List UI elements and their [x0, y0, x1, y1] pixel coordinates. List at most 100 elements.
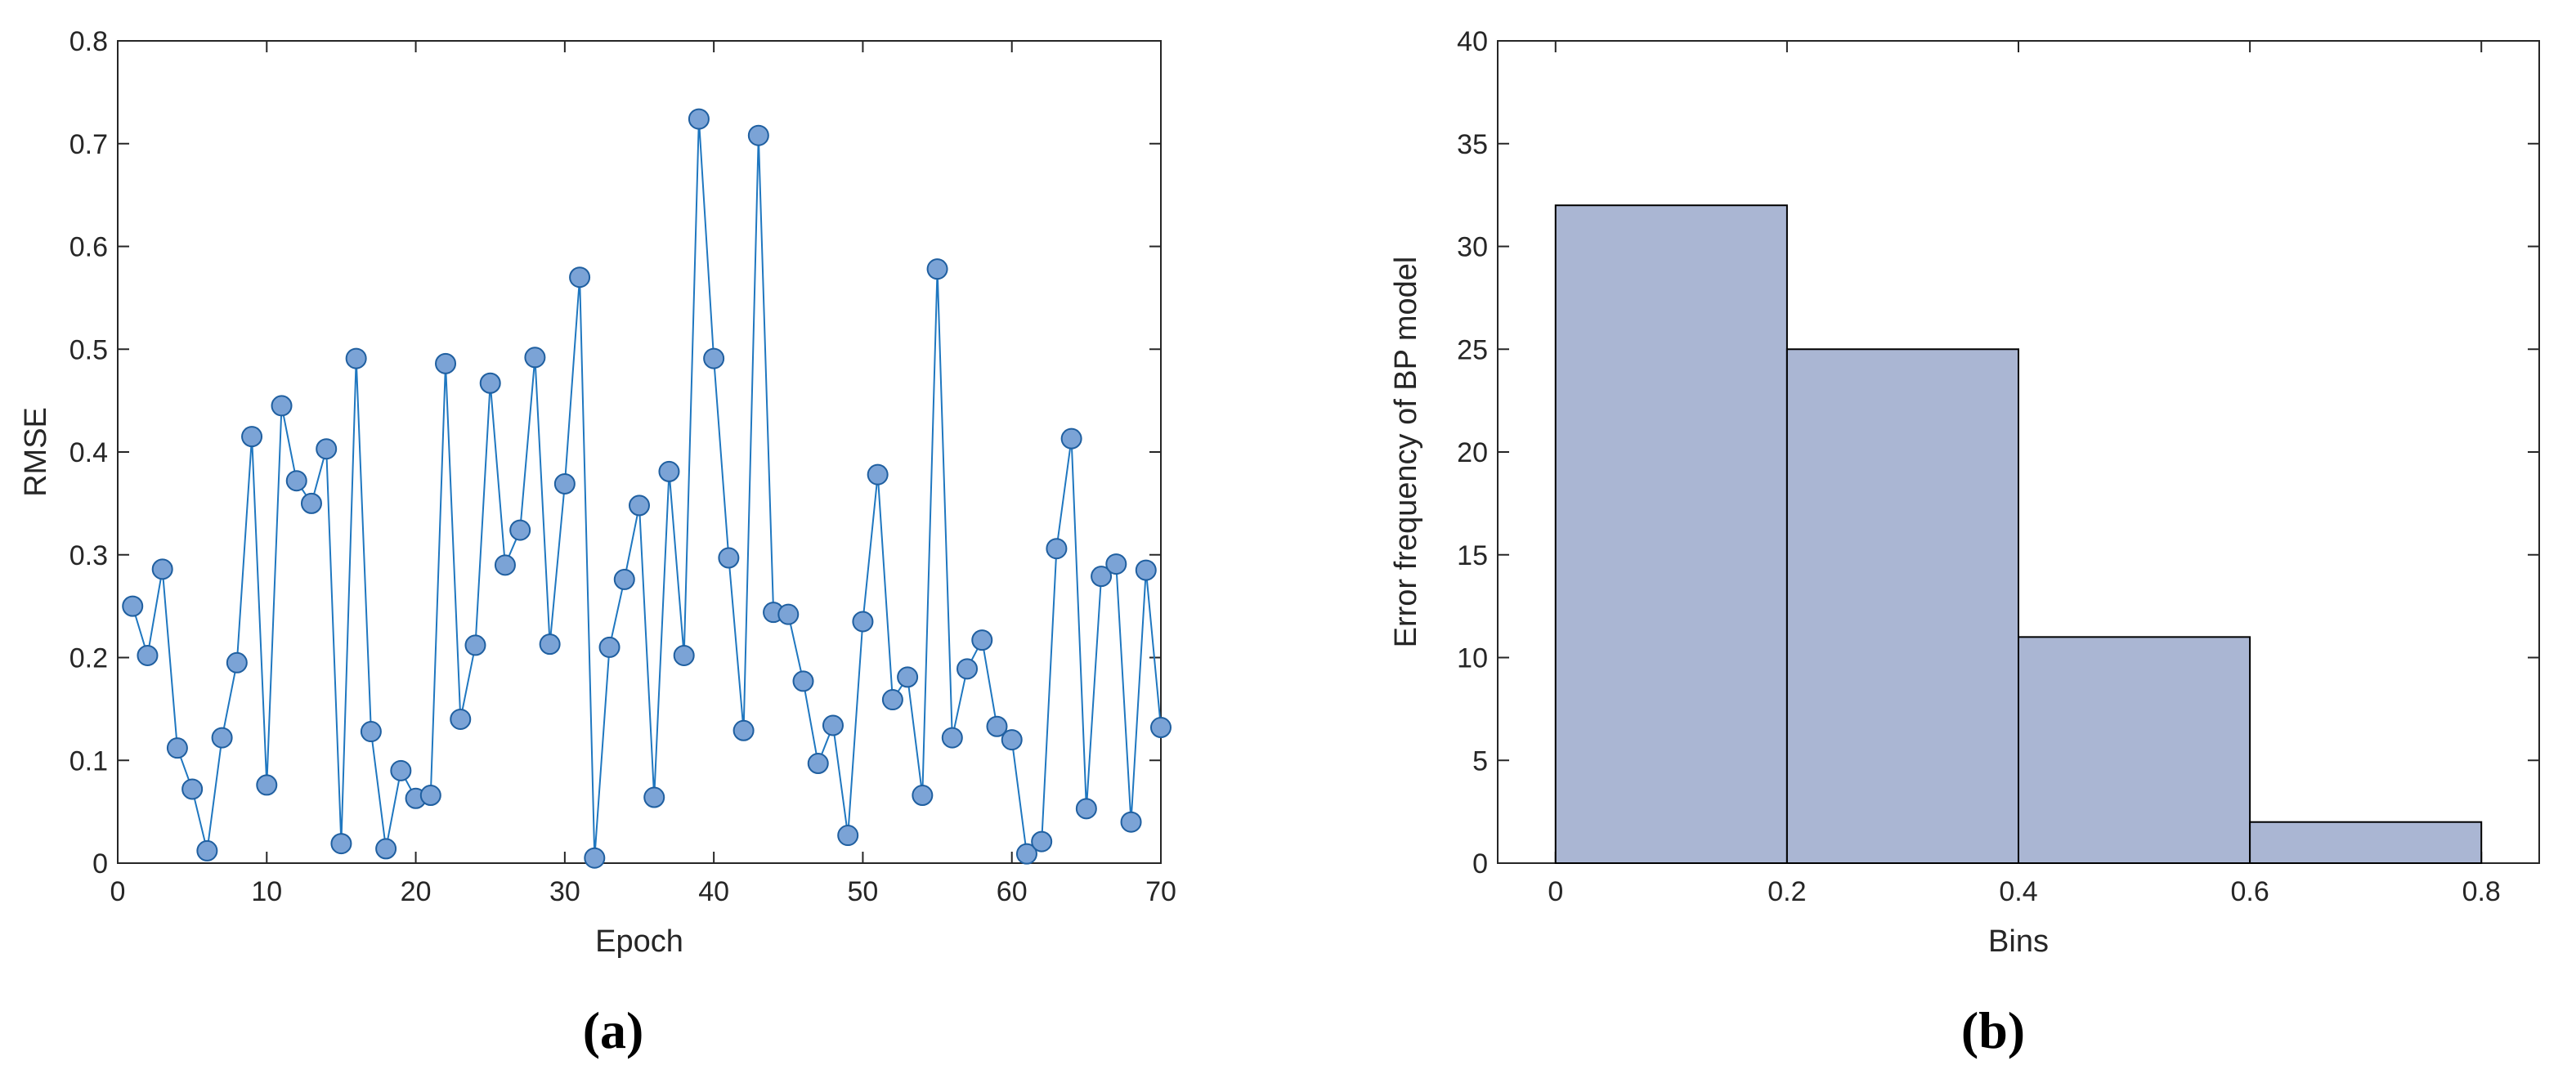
rmse-point [852, 611, 874, 633]
rmse-point [971, 629, 993, 651]
histogram-bar [1554, 204, 1788, 864]
chart-b-ytick-label: 40 [1457, 26, 1488, 57]
rmse-point [285, 470, 307, 492]
rmse-point [330, 833, 352, 855]
chart-a-ytick-label: 0 [92, 848, 108, 879]
rmse-point [986, 715, 1008, 737]
rmse-point [1091, 566, 1113, 588]
rmse-point [419, 785, 441, 807]
rmse-point [494, 554, 516, 576]
chart-b-xtick-label: 0.4 [1999, 876, 2037, 907]
rmse-point [375, 838, 397, 860]
rmse-point [613, 568, 635, 590]
rmse-point [732, 719, 755, 741]
chart-a-ytick-label: 0.1 [69, 745, 108, 776]
panel-label-b: (b) [1961, 1001, 2025, 1059]
chart-a-xtick-label: 20 [401, 876, 432, 907]
rmse-point [122, 595, 144, 617]
rmse-point [941, 727, 963, 749]
rmse-point [897, 666, 919, 688]
histogram-bar [2249, 821, 2483, 865]
rmse-point [241, 426, 263, 448]
chart-a-ytick-label: 0.4 [69, 437, 108, 468]
rmse-point [792, 670, 814, 692]
rmse-point [1001, 729, 1023, 751]
rmse-point [479, 372, 501, 394]
chart-a-ytick-label: 0.8 [69, 26, 108, 57]
rmse-point [390, 759, 412, 781]
rmse-point [166, 737, 188, 759]
rmse-point [1135, 559, 1157, 581]
chart-a-ytick-label: 0.5 [69, 334, 108, 365]
rmse-point [912, 785, 934, 807]
rmse-point [181, 778, 204, 800]
rmse-point [1120, 811, 1142, 833]
rmse-point [539, 633, 561, 656]
chart-b-ytick-label: 0 [1472, 848, 1488, 879]
chart-a-xtick-label: 60 [997, 876, 1028, 907]
rmse-point [807, 753, 829, 775]
rmse-point [316, 438, 338, 460]
rmse-point [196, 839, 218, 862]
rmse-point [643, 786, 665, 808]
rmse-point [509, 519, 531, 541]
rmse-point [718, 547, 740, 569]
rmse-point [584, 847, 606, 869]
chart-a-xtick-label: 10 [251, 876, 282, 907]
chart-b-xlabel: Bins [1988, 924, 2049, 959]
rmse-point [360, 721, 382, 743]
chart-a-xtick-label: 0 [110, 876, 126, 907]
rmse-point [1060, 427, 1082, 450]
rmse-point [747, 124, 769, 146]
rmse-point [658, 460, 680, 482]
rmse-point [1150, 717, 1172, 739]
rmse-point [956, 658, 979, 680]
chart-b-ytick-label: 15 [1457, 540, 1488, 571]
chart-a-ytick-label: 0.6 [69, 232, 108, 263]
rmse-point [271, 395, 293, 417]
rmse-point [867, 463, 889, 486]
chart-b-ytick-label: 10 [1457, 643, 1488, 674]
rmse-point [151, 558, 173, 580]
rmse-point [524, 347, 546, 369]
rmse-point [569, 266, 591, 289]
rmse-point [1015, 843, 1037, 865]
chart-b-ytick-label: 25 [1457, 334, 1488, 365]
chart-a-ytick-label: 0.2 [69, 643, 108, 674]
rmse-point [837, 825, 859, 847]
chart-b-ytick-label: 5 [1472, 745, 1488, 776]
rmse-point [777, 603, 800, 625]
chart-a-xtick-label: 50 [848, 876, 879, 907]
rmse-point [226, 651, 248, 674]
rmse-point [703, 347, 725, 369]
chart-a-ytick-label: 0.7 [69, 129, 108, 160]
chart-b-ytick-label: 30 [1457, 232, 1488, 263]
chart-b-xtick-label: 0.8 [2462, 876, 2501, 907]
rmse-point [435, 352, 457, 374]
chart-a-xtick-label: 40 [698, 876, 729, 907]
panel-label-a: (a) [583, 1001, 644, 1059]
rmse-point [881, 689, 903, 711]
chart-b-xtick-label: 0.6 [2230, 876, 2269, 907]
rmse-point [1105, 553, 1127, 575]
rmse-point [1075, 798, 1097, 820]
rmse-point [464, 634, 486, 656]
rmse-point [688, 108, 710, 130]
rmse-point [1046, 538, 1068, 560]
chart-b-xtick-label: 0.2 [1767, 876, 1806, 907]
histogram-bar [1785, 348, 2020, 864]
rmse-point [598, 636, 620, 658]
rmse-point [926, 258, 948, 280]
chart-a-rmse-vs-epoch: 0 10 20 30 40 50 60 70 0 0.1 0.2 0.3 0.4 0.5 0.6 0.7 0.8… [19, 26, 1176, 959]
chart-b-ylabel: Error frequency of BP model [1389, 257, 1423, 648]
histogram-bar [2018, 636, 2251, 864]
rmse-point [450, 708, 472, 730]
chart-a-xlabel: Epoch [595, 924, 683, 959]
rmse-point [1031, 830, 1053, 853]
rmse-point [137, 644, 159, 666]
rmse-point [822, 714, 844, 736]
chart-b-ytick-label: 20 [1457, 437, 1488, 468]
rmse-point [256, 774, 278, 796]
chart-a-xtick-label: 70 [1145, 876, 1176, 907]
